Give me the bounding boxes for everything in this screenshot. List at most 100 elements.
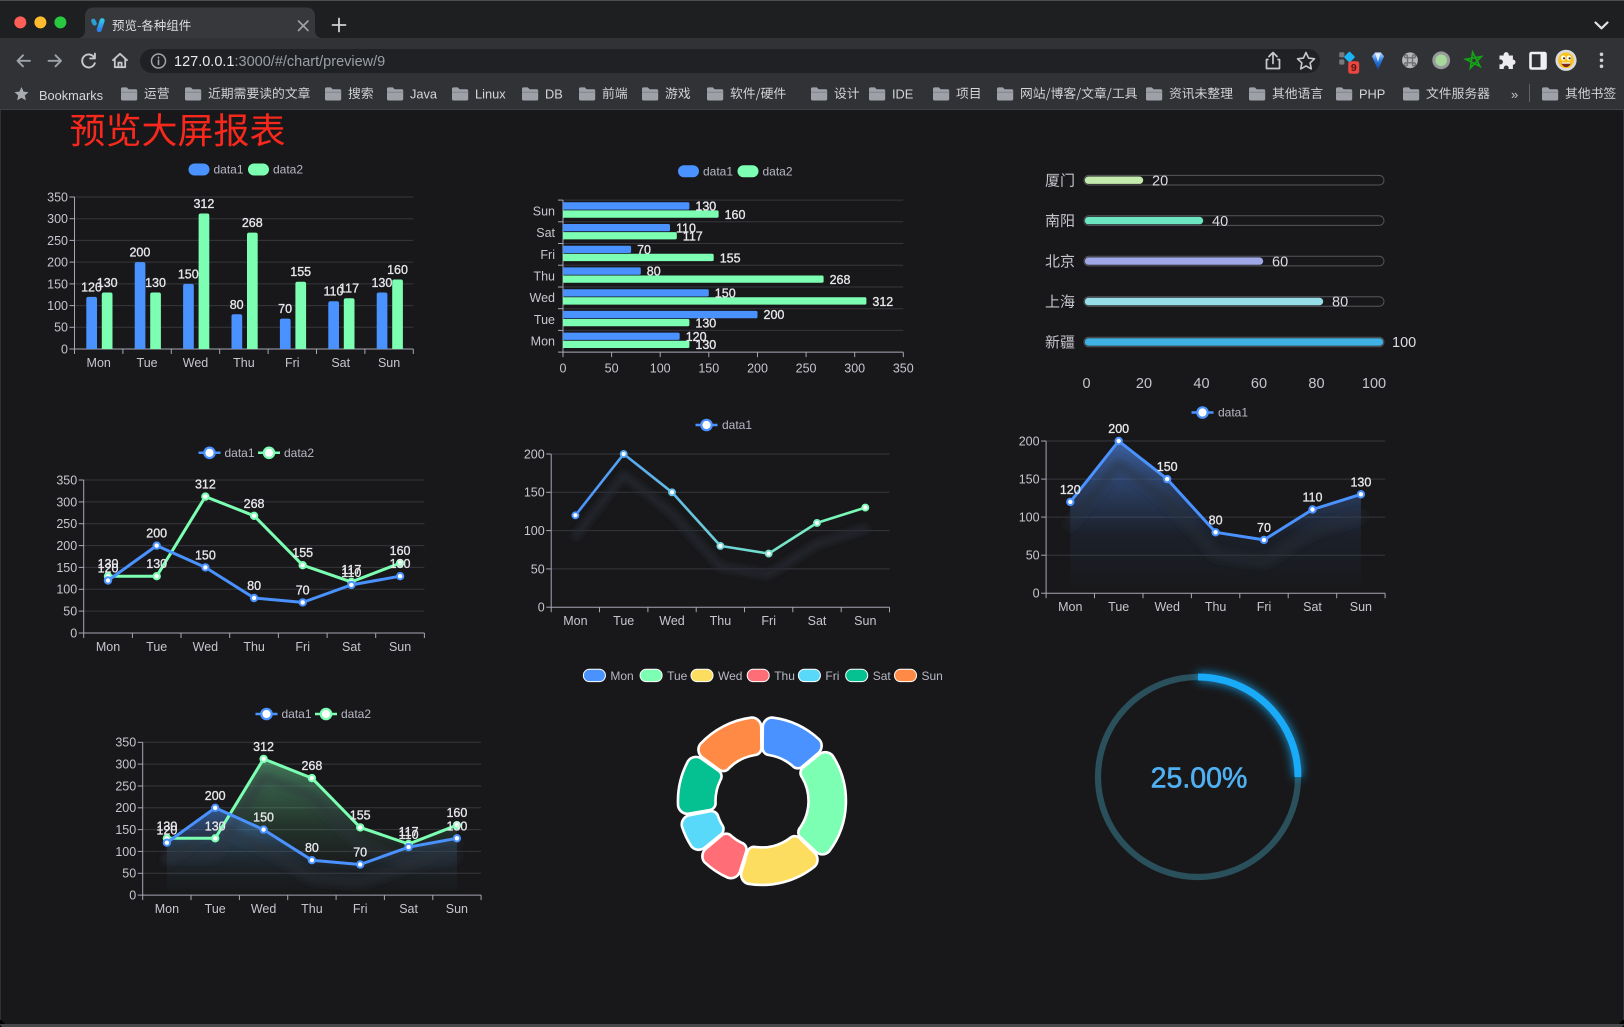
svg-text:0: 0 xyxy=(1033,587,1040,601)
svg-text:268: 268 xyxy=(830,273,851,287)
svg-text:data2: data2 xyxy=(341,707,371,721)
svg-text:Tue: Tue xyxy=(1108,600,1129,614)
svg-text:100: 100 xyxy=(524,524,545,538)
svg-text:Thu: Thu xyxy=(533,270,555,284)
svg-text:data1: data1 xyxy=(703,165,733,179)
svg-text:Wed: Wed xyxy=(1154,600,1180,614)
svg-text:Mon: Mon xyxy=(155,902,179,916)
svg-text:Wed: Wed xyxy=(530,291,556,305)
svg-text:110: 110 xyxy=(341,566,361,580)
svg-text:70: 70 xyxy=(637,243,651,257)
svg-text:268: 268 xyxy=(301,759,322,773)
svg-text:200: 200 xyxy=(747,362,768,376)
svg-text:80: 80 xyxy=(1308,376,1324,392)
svg-text:Sat: Sat xyxy=(1303,600,1322,614)
svg-text:110: 110 xyxy=(324,285,344,299)
svg-text:160: 160 xyxy=(725,208,746,222)
svg-text:Linux: Linux xyxy=(475,86,506,101)
svg-text:130: 130 xyxy=(205,819,226,833)
svg-text:300: 300 xyxy=(115,758,136,772)
svg-text:150: 150 xyxy=(524,486,545,500)
svg-text:250: 250 xyxy=(47,234,68,248)
svg-text:80: 80 xyxy=(230,298,244,312)
svg-text:80: 80 xyxy=(305,841,319,855)
svg-text:Mon: Mon xyxy=(563,614,587,628)
svg-text:160: 160 xyxy=(446,806,467,820)
svg-text:150: 150 xyxy=(195,548,216,562)
svg-text:data1: data1 xyxy=(282,707,312,721)
svg-text:Wed: Wed xyxy=(718,669,742,683)
svg-text:110: 110 xyxy=(399,828,419,842)
svg-text:0: 0 xyxy=(129,889,136,903)
svg-text:130: 130 xyxy=(371,276,392,290)
svg-text:70: 70 xyxy=(353,846,367,860)
svg-text:100: 100 xyxy=(56,583,77,597)
svg-text:Mon: Mon xyxy=(87,356,111,370)
svg-text:120: 120 xyxy=(98,562,119,576)
svg-text:70: 70 xyxy=(1257,521,1271,535)
svg-text:120: 120 xyxy=(156,824,177,838)
svg-text:Mon: Mon xyxy=(531,335,555,349)
svg-text:127.0.0.1: 127.0.0.1 xyxy=(174,54,234,70)
svg-text:9: 9 xyxy=(1351,62,1357,74)
svg-text:80: 80 xyxy=(1332,295,1348,311)
svg-text:200: 200 xyxy=(146,527,167,541)
svg-text:20: 20 xyxy=(1152,173,1168,189)
svg-text:268: 268 xyxy=(242,216,263,230)
svg-text:130: 130 xyxy=(446,819,467,833)
svg-text:70: 70 xyxy=(296,583,310,597)
svg-text:50: 50 xyxy=(54,321,68,335)
svg-text:100: 100 xyxy=(47,299,68,313)
svg-text:300: 300 xyxy=(56,495,77,509)
svg-text:40: 40 xyxy=(1193,376,1209,392)
svg-text:117: 117 xyxy=(683,230,703,244)
svg-text:0: 0 xyxy=(1082,376,1090,392)
svg-text:Thu: Thu xyxy=(710,614,732,628)
svg-text:Wed: Wed xyxy=(183,356,209,370)
svg-text:Wed: Wed xyxy=(251,902,277,916)
svg-text:PHP: PHP xyxy=(1359,86,1385,101)
svg-text:120: 120 xyxy=(81,280,102,294)
svg-text:150: 150 xyxy=(47,277,68,291)
svg-text:312: 312 xyxy=(195,478,216,492)
svg-text:312: 312 xyxy=(253,740,274,754)
svg-text:110: 110 xyxy=(676,221,696,235)
svg-text:Fri: Fri xyxy=(540,248,555,262)
svg-text:200: 200 xyxy=(1108,422,1129,436)
svg-text:130: 130 xyxy=(695,317,716,331)
svg-text:117: 117 xyxy=(339,282,359,296)
svg-text:data1: data1 xyxy=(1218,406,1248,420)
svg-text:Thu: Thu xyxy=(1205,600,1227,614)
svg-text:Thu: Thu xyxy=(233,356,255,370)
svg-text:155: 155 xyxy=(290,265,311,279)
svg-text:50: 50 xyxy=(63,605,77,619)
svg-text:150: 150 xyxy=(698,362,719,376)
svg-text:200: 200 xyxy=(764,308,785,322)
svg-text:200: 200 xyxy=(205,789,226,803)
svg-text:80: 80 xyxy=(1209,513,1223,527)
svg-text:150: 150 xyxy=(56,561,77,575)
svg-text:200: 200 xyxy=(56,539,77,553)
svg-text:Fri: Fri xyxy=(1257,600,1272,614)
svg-text:DB: DB xyxy=(545,86,563,101)
svg-text:Tue: Tue xyxy=(146,640,167,654)
svg-text:130: 130 xyxy=(1350,475,1371,489)
svg-text:200: 200 xyxy=(1019,434,1040,448)
svg-text:155: 155 xyxy=(350,808,371,822)
svg-text:200: 200 xyxy=(47,256,68,270)
svg-text:300: 300 xyxy=(844,362,865,376)
svg-text:100: 100 xyxy=(115,845,136,859)
svg-text:130: 130 xyxy=(695,338,716,352)
svg-text:Thu: Thu xyxy=(243,640,265,654)
svg-text:200: 200 xyxy=(524,447,545,461)
svg-text:data2: data2 xyxy=(273,163,303,177)
svg-text:0: 0 xyxy=(61,342,68,356)
svg-text:data2: data2 xyxy=(284,446,314,460)
svg-text:100: 100 xyxy=(1362,376,1386,392)
svg-text:Fri: Fri xyxy=(353,902,368,916)
svg-text:130: 130 xyxy=(156,819,177,833)
svg-text:350: 350 xyxy=(56,473,77,487)
svg-text:Mon: Mon xyxy=(1058,600,1082,614)
svg-text:Sat: Sat xyxy=(342,640,361,654)
svg-text:data2: data2 xyxy=(763,165,793,179)
